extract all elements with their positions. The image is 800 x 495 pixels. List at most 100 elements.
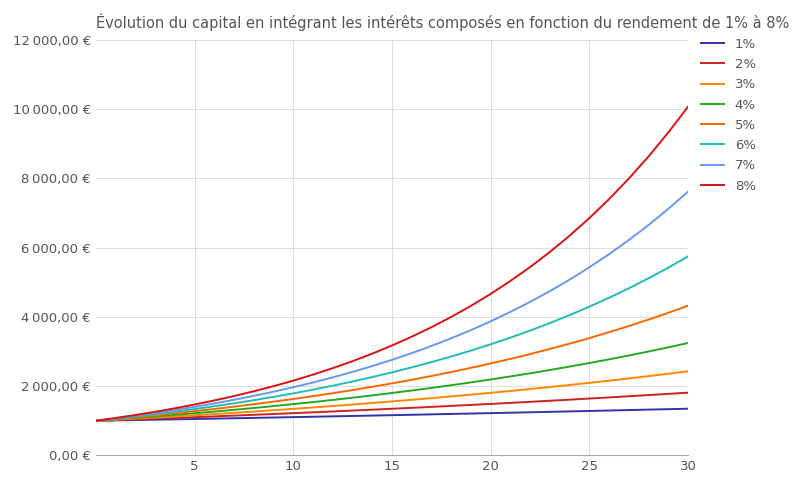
Line: 2%: 2% — [96, 393, 688, 421]
4% — [348, 395, 358, 400]
8% — [328, 365, 338, 371]
6% — [604, 295, 614, 301]
6% — [150, 411, 160, 417]
2% — [644, 392, 654, 398]
7% — [663, 206, 673, 212]
6% — [663, 265, 673, 271]
4% — [289, 401, 298, 407]
4% — [130, 415, 140, 421]
2% — [407, 405, 417, 411]
1% — [545, 409, 554, 415]
3% — [526, 386, 535, 392]
3% — [446, 394, 456, 399]
1% — [446, 411, 456, 417]
3% — [506, 388, 515, 394]
6% — [486, 342, 495, 347]
2% — [426, 404, 436, 410]
5% — [545, 346, 554, 352]
7% — [328, 374, 338, 380]
1% — [683, 406, 693, 412]
1% — [210, 416, 219, 422]
8% — [663, 130, 673, 136]
1% — [506, 410, 515, 416]
4% — [585, 360, 594, 366]
5% — [565, 341, 574, 346]
3% — [387, 398, 397, 404]
8% — [506, 278, 515, 284]
6% — [644, 275, 654, 281]
5% — [644, 317, 654, 323]
4% — [367, 393, 377, 398]
1% — [367, 413, 377, 419]
3% — [91, 418, 101, 424]
6% — [545, 320, 554, 326]
6% — [289, 391, 298, 396]
8% — [565, 233, 574, 239]
3% — [289, 406, 298, 412]
5% — [210, 406, 219, 412]
4% — [230, 407, 239, 413]
3% — [230, 410, 239, 416]
7% — [604, 251, 614, 257]
8% — [170, 405, 180, 411]
1% — [466, 410, 476, 416]
7% — [446, 335, 456, 341]
3% — [269, 407, 278, 413]
1% — [604, 407, 614, 413]
3% — [328, 403, 338, 409]
6% — [348, 379, 358, 385]
8% — [545, 249, 554, 255]
5% — [190, 408, 199, 414]
5% — [446, 369, 456, 375]
4% — [604, 356, 614, 362]
3% — [130, 416, 140, 422]
2% — [506, 400, 515, 406]
5% — [91, 418, 101, 424]
2% — [486, 401, 495, 407]
2% — [624, 394, 634, 399]
4% — [111, 416, 121, 422]
7% — [289, 384, 298, 390]
7% — [91, 418, 101, 424]
8% — [210, 397, 219, 403]
3% — [486, 390, 495, 396]
6% — [367, 374, 377, 380]
5% — [170, 410, 180, 416]
5% — [130, 414, 140, 420]
5% — [150, 412, 160, 418]
3% — [190, 412, 199, 418]
5% — [269, 398, 278, 404]
5% — [348, 387, 358, 393]
6% — [249, 397, 258, 403]
2% — [585, 396, 594, 401]
8% — [91, 418, 101, 424]
Line: 7%: 7% — [96, 192, 688, 421]
8% — [683, 104, 693, 110]
3% — [210, 411, 219, 417]
4% — [387, 390, 397, 396]
7% — [269, 389, 278, 395]
1% — [387, 412, 397, 418]
6% — [426, 359, 436, 365]
3% — [249, 408, 258, 414]
4% — [249, 405, 258, 411]
4% — [170, 412, 180, 418]
5% — [604, 329, 614, 335]
7% — [644, 222, 654, 228]
2% — [111, 417, 121, 423]
8% — [585, 215, 594, 221]
2% — [91, 418, 101, 424]
8% — [526, 264, 535, 270]
4% — [526, 370, 535, 376]
4% — [545, 367, 554, 373]
2% — [387, 406, 397, 412]
5% — [624, 323, 634, 329]
8% — [190, 401, 199, 407]
6% — [624, 285, 634, 291]
6% — [466, 347, 476, 353]
3% — [426, 395, 436, 401]
1% — [170, 416, 180, 422]
8% — [466, 303, 476, 309]
3% — [565, 382, 574, 388]
5% — [308, 393, 318, 399]
